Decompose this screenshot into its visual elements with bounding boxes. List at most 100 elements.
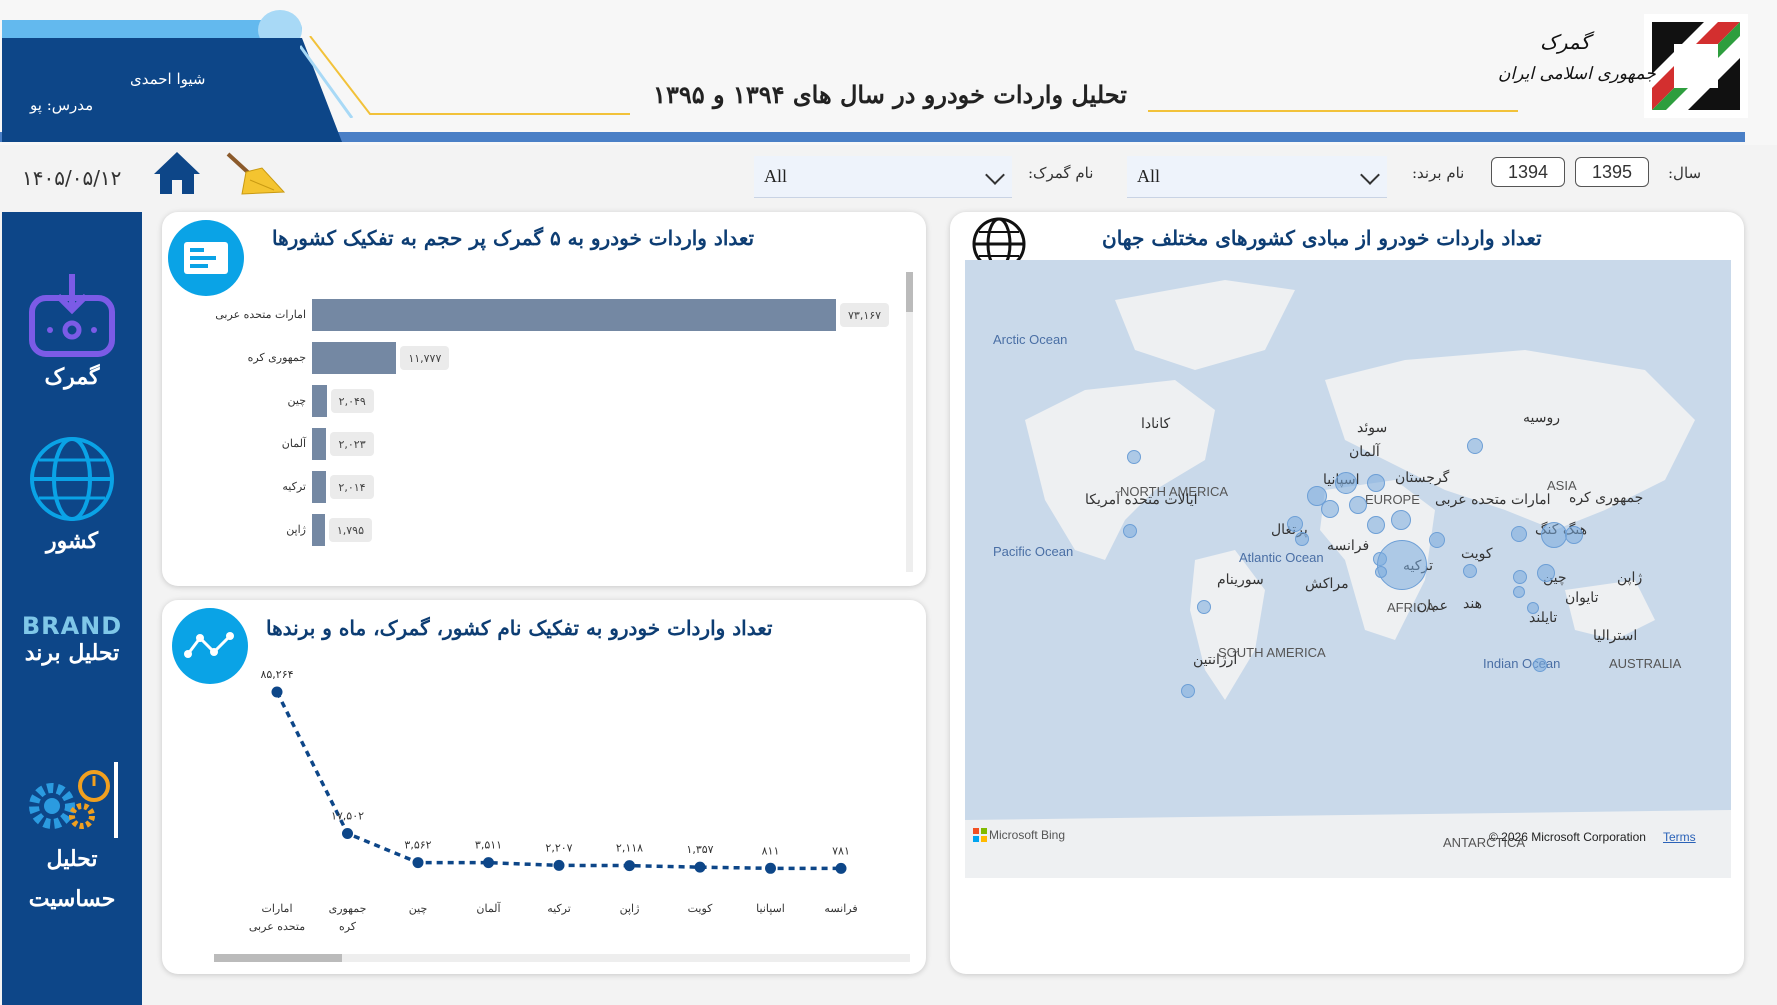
line-point[interactable] bbox=[624, 860, 635, 872]
bar-value-label: ۲,۰۴۹ bbox=[330, 389, 374, 413]
bar[interactable] bbox=[312, 342, 397, 374]
bar-chart-badge bbox=[168, 220, 244, 296]
teacher-name: شیوا احمدی bbox=[130, 70, 206, 88]
map-country-label: مراکش bbox=[1305, 576, 1349, 592]
map-copyright: © 2026 Microsoft Corporation bbox=[1489, 830, 1646, 844]
map-bubble[interactable] bbox=[1367, 516, 1385, 534]
map-bubble[interactable] bbox=[1375, 566, 1387, 578]
globe-icon bbox=[972, 217, 1026, 271]
map-bubble[interactable] bbox=[1307, 486, 1327, 506]
map-country-label: امارات متحده عربی bbox=[1435, 492, 1551, 508]
map-bubble[interactable] bbox=[1295, 532, 1309, 546]
data-label: ۲,۲۰۷ bbox=[545, 841, 572, 854]
map-region-label: ANTARCTICA bbox=[1443, 835, 1526, 850]
report-date: ۱۴۰۵/۰۵/۱۲ bbox=[22, 166, 122, 190]
bar-category-label: چین bbox=[287, 394, 307, 407]
line-point[interactable] bbox=[342, 827, 353, 839]
line-point[interactable] bbox=[835, 862, 847, 874]
line-point[interactable] bbox=[412, 857, 424, 869]
map-bubble[interactable] bbox=[1527, 602, 1539, 614]
map-region-label: ASIA bbox=[1547, 478, 1577, 493]
map-bubble[interactable] bbox=[1463, 564, 1477, 578]
map-bubble[interactable] bbox=[1367, 474, 1385, 492]
x-tick-label: جمهوری bbox=[329, 902, 367, 915]
map-bubble[interactable] bbox=[1537, 564, 1555, 582]
data-label: ۷۸۱ bbox=[832, 844, 850, 857]
data-label: ۲,۱۱۸ bbox=[616, 842, 643, 855]
bar-chart-scrollbar[interactable] bbox=[906, 272, 913, 572]
scrollbar-thumb[interactable] bbox=[214, 954, 342, 962]
header-strip bbox=[0, 132, 1745, 142]
map-region-label: EUROPE bbox=[1365, 492, 1420, 507]
map-bubble[interactable] bbox=[1429, 532, 1445, 548]
x-tick-label: اسپانیا bbox=[756, 902, 785, 915]
terms-link[interactable]: Terms bbox=[1663, 830, 1696, 844]
map-bubble[interactable] bbox=[1391, 510, 1411, 530]
map-bubble[interactable] bbox=[1181, 684, 1195, 698]
map-bubble[interactable] bbox=[1377, 540, 1427, 590]
bar[interactable] bbox=[312, 428, 327, 460]
map-bubble[interactable] bbox=[1467, 438, 1483, 454]
sidebar-item-customs[interactable]: گمرک bbox=[2, 272, 142, 390]
world-map-title: تعداد واردات خودرو از مبادی کشورهای مختل… bbox=[1102, 226, 1542, 250]
map-region-label: AUSTRALIA bbox=[1609, 656, 1682, 671]
x-tick-label: چین bbox=[409, 902, 428, 915]
map-bubble[interactable] bbox=[1197, 600, 1211, 614]
map-bubble[interactable] bbox=[1533, 658, 1547, 672]
year-1395-button[interactable]: 1395 bbox=[1575, 157, 1649, 187]
map-bubble[interactable] bbox=[1511, 526, 1527, 542]
world-landmass bbox=[965, 280, 1731, 878]
sidebar-item-label: گمرک bbox=[44, 364, 100, 390]
customs-dropdown[interactable]: All bbox=[754, 156, 1012, 198]
sidebar-item-sensitivity[interactable]: تحلیل حساسیت bbox=[2, 760, 142, 912]
line-point[interactable] bbox=[765, 862, 776, 874]
country-line-title: تعداد واردات خودرو به تفکیک نام کشور، گم… bbox=[266, 616, 773, 640]
map-bubble[interactable] bbox=[1541, 522, 1567, 548]
sidebar: گمرک کشور BRAND تحلیل برند bbox=[2, 212, 142, 1005]
data-label: ۸۵,۲۶۴ bbox=[260, 668, 293, 681]
header-deco-lines bbox=[300, 36, 630, 118]
home-icon[interactable] bbox=[152, 150, 202, 196]
customs-logo-icon bbox=[1644, 14, 1748, 118]
sidebar-item-brand[interactable]: BRAND تحلیل برند bbox=[2, 612, 142, 666]
chevron-down-icon bbox=[985, 165, 1005, 185]
scrollbar-thumb[interactable] bbox=[906, 272, 913, 312]
logo-subtitle: جمهوری اسلامی ایران bbox=[1498, 64, 1656, 84]
map-bubble[interactable] bbox=[1335, 472, 1357, 494]
line-chart: ۸۵,۲۶۴ امارات متحده عربی ۱۷,۵۰۲ جمهوری کره ۳,۵… bbox=[249, 668, 858, 933]
bar[interactable] bbox=[312, 299, 836, 331]
year-1394-button[interactable]: 1394 bbox=[1491, 157, 1565, 187]
line-point[interactable] bbox=[271, 686, 283, 698]
customs-filter-label: نام گمرک: bbox=[1028, 164, 1094, 182]
line-point[interactable] bbox=[483, 857, 494, 869]
map-country-label: آلمان bbox=[1349, 444, 1380, 460]
bar-chart-icon bbox=[184, 242, 228, 274]
line-point[interactable] bbox=[694, 861, 706, 873]
x-tick-label: فرانسه bbox=[824, 902, 857, 915]
map-bubble[interactable] bbox=[1123, 524, 1137, 538]
map-bubble[interactable] bbox=[1513, 586, 1525, 598]
map-bubble[interactable] bbox=[1349, 496, 1367, 514]
map-bubble[interactable] bbox=[1321, 500, 1339, 518]
brand-dropdown[interactable]: All bbox=[1127, 156, 1387, 198]
map-bubble[interactable] bbox=[1287, 516, 1303, 532]
bar[interactable] bbox=[312, 385, 327, 417]
header-gold-line bbox=[1148, 110, 1518, 112]
line-point[interactable] bbox=[553, 859, 565, 871]
bar[interactable] bbox=[312, 471, 327, 503]
map-bubble[interactable] bbox=[1127, 450, 1141, 464]
bing-attribution: Microsoft Bing bbox=[989, 828, 1066, 842]
map-bubble[interactable] bbox=[1565, 526, 1583, 544]
clear-filters-broom-icon[interactable] bbox=[222, 150, 286, 198]
line-chart-scrollbar[interactable] bbox=[214, 954, 910, 962]
bar[interactable] bbox=[312, 514, 325, 546]
map-country-label: سورینام bbox=[1217, 572, 1264, 588]
world-map[interactable]: Arctic Ocean Pacific Ocean Atlantic Ocea… bbox=[965, 260, 1731, 878]
sidebar-item-country[interactable]: کشور bbox=[2, 436, 142, 554]
bar-category-label: آلمان bbox=[281, 437, 306, 450]
map-country-label: عمان bbox=[1417, 598, 1448, 614]
map-country-label: روسیه bbox=[1523, 410, 1560, 426]
map-country-label: کویت bbox=[1461, 546, 1493, 562]
map-bubble[interactable] bbox=[1513, 570, 1527, 584]
